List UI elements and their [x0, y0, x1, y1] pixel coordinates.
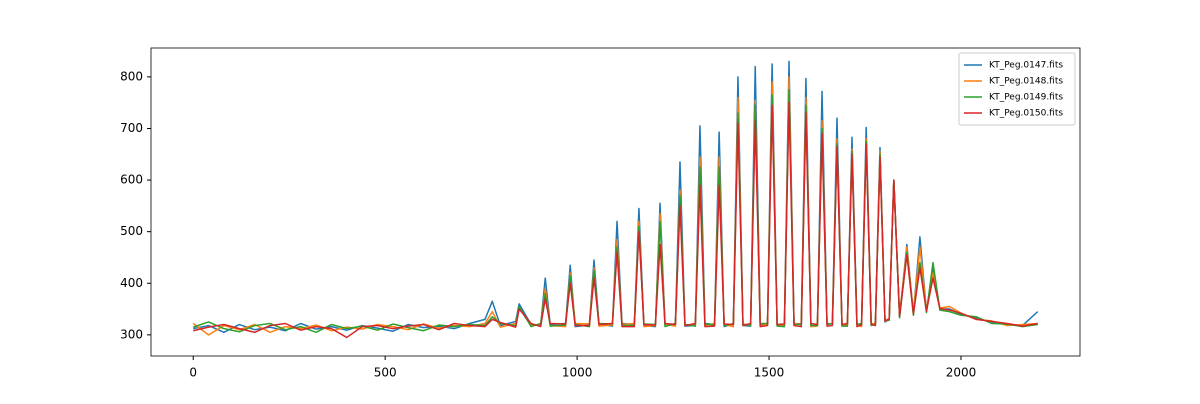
y-tick-label: 600 [120, 173, 143, 187]
x-tick-label: 2000 [946, 366, 977, 380]
y-tick-label: 500 [120, 224, 143, 238]
y-tick-label: 700 [120, 121, 143, 135]
x-tick-label: 500 [374, 366, 397, 380]
legend-label: KT_Peg.0150.fits [989, 109, 1063, 119]
y-tick-label: 400 [120, 276, 143, 290]
legend-label: KT_Peg.0149.fits [989, 93, 1063, 103]
legend-box [958, 52, 1076, 126]
x-tick-label: 1000 [562, 366, 593, 380]
legend-label: KT_Peg.0147.fits [989, 61, 1063, 71]
x-tick-label: 1500 [754, 366, 785, 380]
y-tick-label: 300 [120, 327, 143, 341]
legend-label: KT_Peg.0148.fits [989, 77, 1063, 87]
y-tick-label: 800 [120, 69, 143, 83]
plot-frame [150, 47, 1081, 357]
data-line [193, 101, 1038, 339]
x-tick-label: 0 [189, 366, 197, 380]
legend: KT_Peg.0147.fits KT_Peg.0148.fits KT_Peg.0… [958, 52, 1076, 126]
